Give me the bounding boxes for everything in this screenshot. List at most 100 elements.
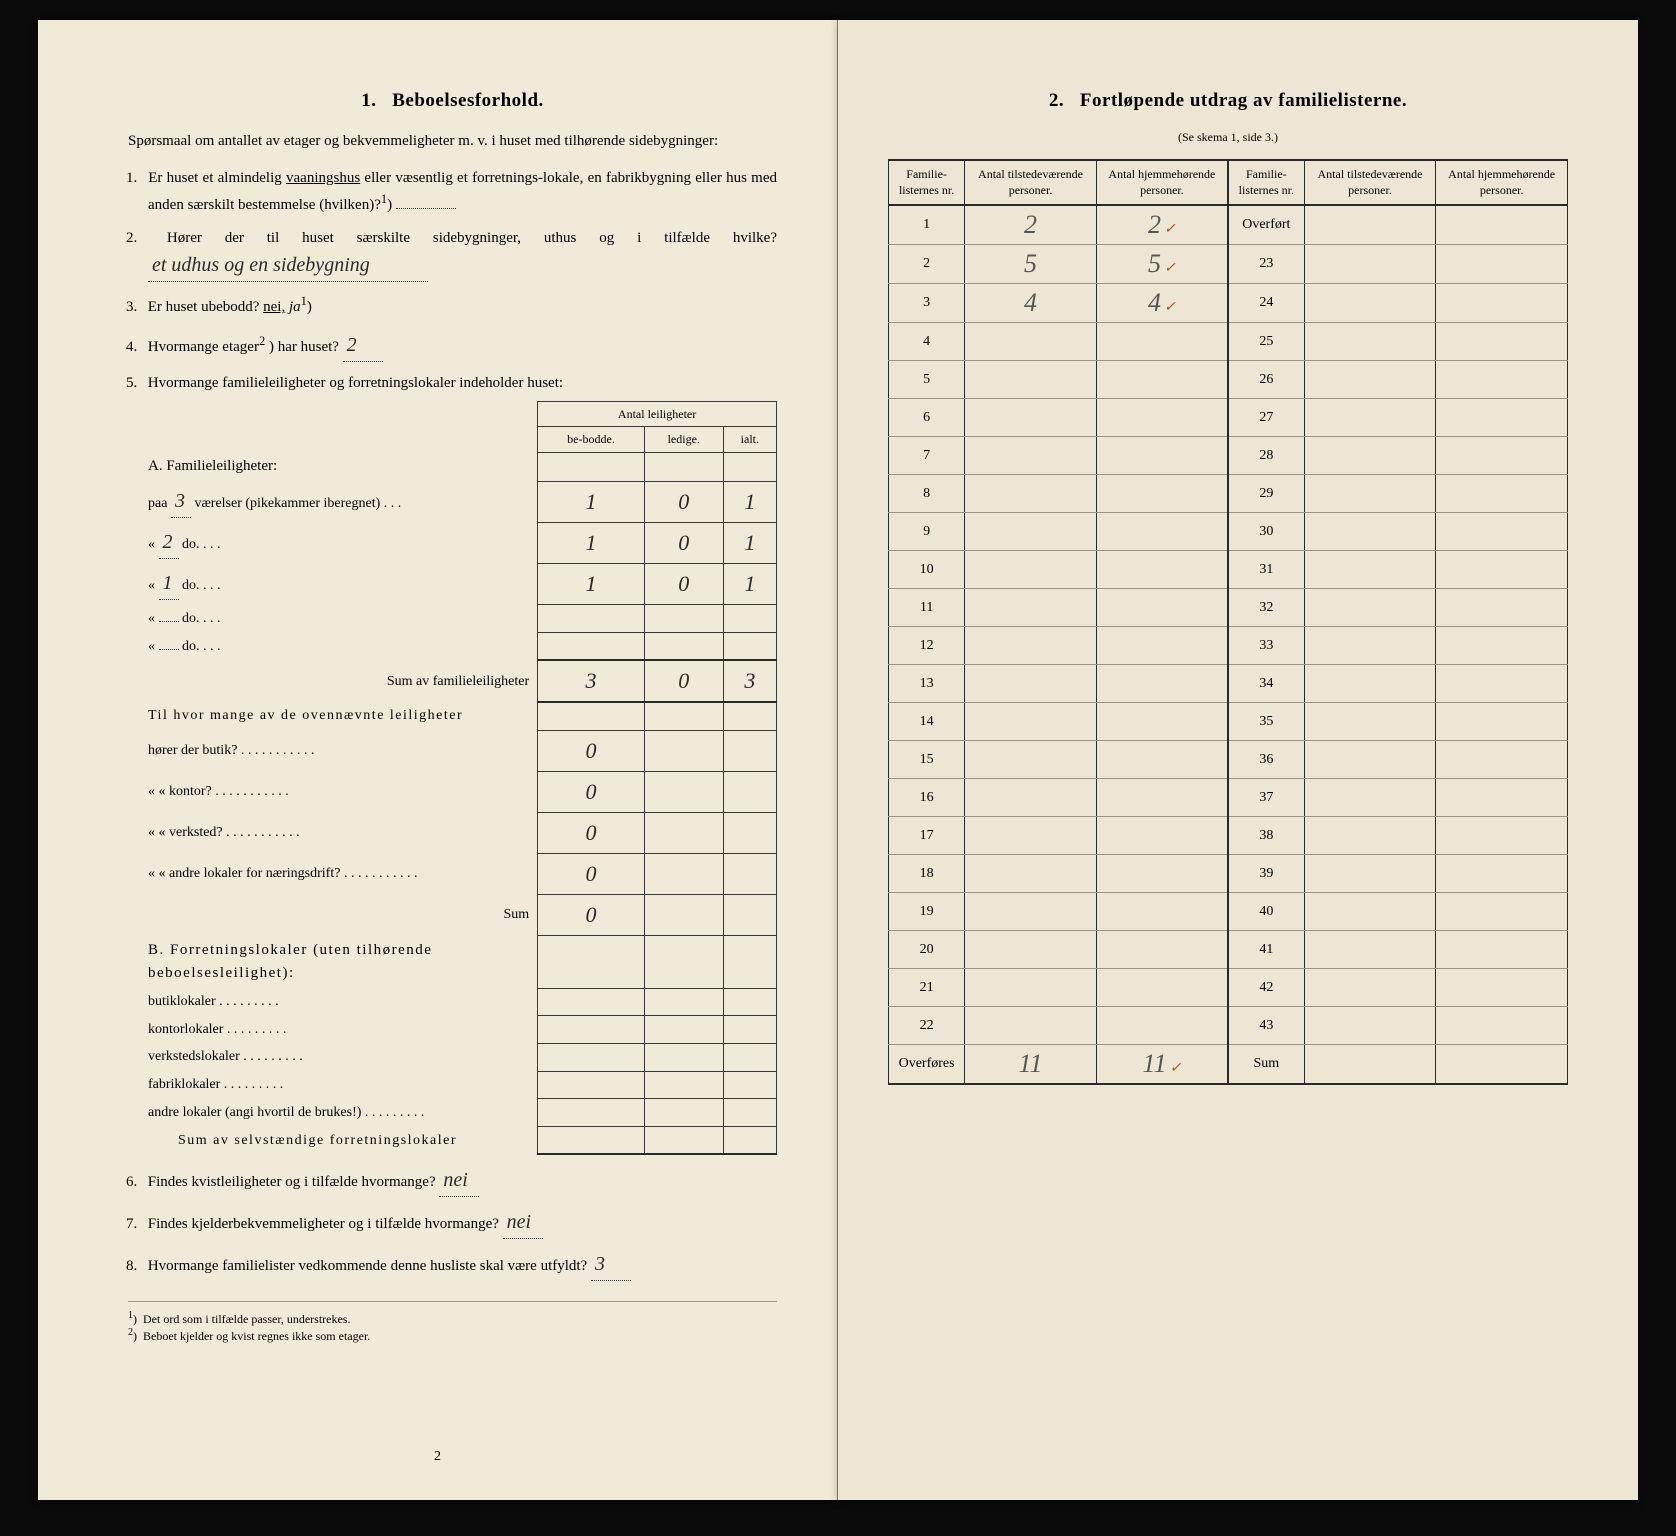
q4-answer: 2 <box>343 330 383 362</box>
right-section-title: 2. Fortløpende utdrag av familielisterne… <box>888 90 1568 112</box>
left-page: 1. Beboelsesforhold. Spørsmaal om antall… <box>38 20 838 1500</box>
section-number: 1. <box>361 90 376 111</box>
section-heading: Fortløpende utdrag av familielisterne. <box>1080 90 1407 111</box>
a-sum-0: 3 <box>538 660 645 702</box>
left-section-title: 1. Beboelsesforhold. <box>128 90 777 112</box>
footnote-1: 1) Det ord som i tilfælde passer, unders… <box>128 1310 777 1327</box>
q3-nei: nei, <box>263 299 285 315</box>
table-row: « 1 do. . . . 101 <box>148 564 777 605</box>
q-num: 6. <box>126 1171 144 1194</box>
table-row: « do. . . . <box>148 605 777 633</box>
q6-answer: nei <box>439 1165 479 1197</box>
col-bebodde: be-bodde. <box>538 427 645 453</box>
mid-intro: Til hvor mange av de ovennævnte leilighe… <box>148 702 538 730</box>
q-num: 4. <box>126 336 144 359</box>
table-row: 2 5 5✓ 23 <box>889 245 1568 284</box>
q4-pre: Hvormange etager <box>148 339 259 355</box>
q4-post: ) har huset? <box>269 339 339 355</box>
overfores-a: 11 <box>965 1045 1097 1085</box>
section-b-title-row: B. Forretningslokaler (uten tilhørende b… <box>148 936 777 989</box>
question-6: 6. Findes kvistleiligheter og i tilfælde… <box>148 1165 777 1197</box>
q8-answer: 3 <box>591 1249 631 1281</box>
overfores-label: Overføres <box>889 1045 965 1085</box>
family-table: Familie-listernes nr. Antal tilstedevære… <box>888 159 1568 1085</box>
col-ialt: ialt. <box>723 427 776 453</box>
q6-text: Findes kvistleiligheter og i tilfælde hv… <box>148 1174 436 1190</box>
q-num: 1. <box>126 167 144 190</box>
table-row: « 2 do. . . . 101 <box>148 523 777 564</box>
table-row: 19 40 <box>889 893 1568 931</box>
th-5: Antal hjemmehørende personer. <box>1436 160 1568 205</box>
mid-sum-row: Sum 0 <box>148 895 777 936</box>
document-spread: 1. Beboelsesforhold. Spørsmaal om antall… <box>38 20 1638 1500</box>
q7-text: Findes kjelderbekvemmeligheter og i tilf… <box>148 1216 499 1232</box>
page-number: 2 <box>434 1449 441 1465</box>
table-row: 7 28 <box>889 437 1568 475</box>
question-3: 3. Er huset ubebodd? nei, ja1) <box>148 292 777 319</box>
table-row: 16 37 <box>889 779 1568 817</box>
mid-sum-0: 0 <box>538 895 645 936</box>
table-row: paa 3 værelser (pikekammer iberegnet) . … <box>148 482 777 523</box>
table-row: 8 29 <box>889 475 1568 513</box>
table-row: 18 39 <box>889 855 1568 893</box>
footnotes: 1) Det ord som i tilfælde passer, unders… <box>128 1301 777 1344</box>
tick-icon: ✓ <box>1167 1061 1182 1076</box>
table-header-row: Familie-listernes nr. Antal tilstedevære… <box>889 160 1568 205</box>
table-row: « « verksted? . . . . . . . . . . . 0 <box>148 812 777 853</box>
table-row: 6 27 <box>889 399 1568 437</box>
a-sum-label: Sum av familieleiligheter <box>148 660 538 702</box>
table-row: 13 34 <box>889 665 1568 703</box>
q3-text: Er huset ubebodd? <box>148 299 260 315</box>
question-2: 2. Hører der til huset særskilte sidebyg… <box>148 227 777 282</box>
table-row: andre lokaler (angi hvortil de brukes!) … <box>148 1099 777 1127</box>
table-row: 21 42 <box>889 969 1568 1007</box>
right-subtitle: (Se skema 1, side 3.) <box>888 130 1568 145</box>
table-row: « do. . . . <box>148 633 777 661</box>
q2-answer: et udhus og en sidebygning <box>148 250 428 282</box>
intro-text: Spørsmaal om antallet av etager og bekve… <box>128 130 777 153</box>
table-row: 5 26 <box>889 361 1568 399</box>
col-ledige: ledige. <box>644 427 723 453</box>
q-num: 5. <box>126 372 144 395</box>
mid-intro-row: Til hvor mange av de ovennævnte leilighe… <box>148 702 777 730</box>
table-row: 10 31 <box>889 551 1568 589</box>
a-sum-1: 0 <box>644 660 723 702</box>
question-8: 8. Hvormange familielister vedkommende d… <box>148 1249 777 1281</box>
q3-ja: ja1) <box>289 299 312 315</box>
mid-sum-label: Sum <box>148 895 538 936</box>
section-heading: Beboelsesforhold. <box>392 90 544 111</box>
q-num: 8. <box>126 1255 144 1278</box>
th-0: Familie-listernes nr. <box>889 160 965 205</box>
table-header: Antal leiligheter <box>538 401 777 427</box>
table-header-row: Antal leiligheter <box>148 401 777 427</box>
table-row: 4 25 <box>889 323 1568 361</box>
table-subheader-row: be-bodde. ledige. ialt. <box>148 427 777 453</box>
th-4: Antal tilstedeværende personer. <box>1304 160 1436 205</box>
table-row: 14 35 <box>889 703 1568 741</box>
table-row: 20 41 <box>889 931 1568 969</box>
q7-answer: nei <box>503 1207 543 1239</box>
table-row: 15 36 <box>889 741 1568 779</box>
section-b-title: B. Forretningslokaler (uten tilhørende b… <box>148 936 538 989</box>
right-page: 2. Fortløpende utdrag av familielisterne… <box>838 20 1638 1500</box>
b-sum-label: Sum av selvstændige forretningslokaler <box>148 1127 538 1155</box>
table-row: 22 43 <box>889 1007 1568 1045</box>
footnote-2: 2) Beboet kjelder og kvist regnes ikke s… <box>128 1327 777 1344</box>
q5-text: Hvormange familieleiligheter og forretni… <box>148 375 563 391</box>
question-7: 7. Findes kjelderbekvemmeligheter og i t… <box>148 1207 777 1239</box>
overfores-row: Overføres 11 11✓ Sum <box>889 1045 1568 1085</box>
table-row: 12 33 <box>889 627 1568 665</box>
q-num: 2. <box>126 227 144 250</box>
table-row: 1 2 2✓ Overført <box>889 205 1568 245</box>
q-num: 7. <box>126 1213 144 1236</box>
q2-text: Hører der til huset særskilte sidebygnin… <box>167 230 777 246</box>
table-row: fabriklokaler . . . . . . . . . <box>148 1071 777 1099</box>
section-a-title: A. Familieleiligheter: <box>148 452 538 481</box>
th-2: Antal hjemmehørende personer. <box>1096 160 1228 205</box>
sum-label: Sum <box>1228 1045 1304 1085</box>
table-row: 3 4 4✓ 24 <box>889 284 1568 323</box>
question-5: 5. Hvormange familieleiligheter og forre… <box>148 372 777 1156</box>
th-3: Familie-listernes nr. <box>1228 160 1304 205</box>
q5-table: Antal leiligheter be-bodde. ledige. ialt… <box>148 401 777 1155</box>
table-row: 9 30 <box>889 513 1568 551</box>
